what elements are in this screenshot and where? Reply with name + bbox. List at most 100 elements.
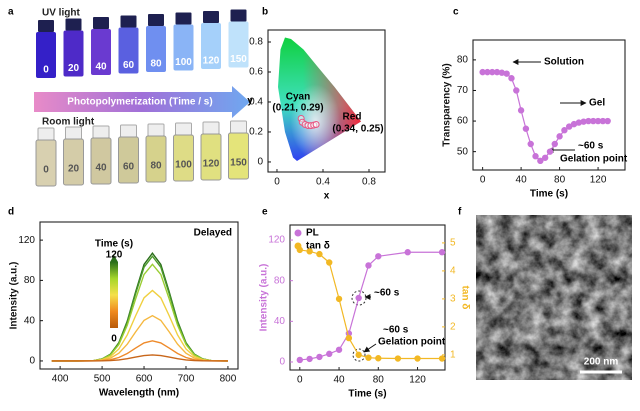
data-point [375, 253, 382, 260]
vial-body [36, 32, 56, 78]
y-tick-label: 0.6 [249, 67, 263, 78]
series-line [51, 354, 228, 362]
y-tick-label: 50 [457, 146, 469, 157]
colorbar [110, 262, 118, 328]
vial-cap [203, 11, 219, 23]
data-point [306, 248, 313, 255]
annotation: (0.34, 0.25) [332, 124, 383, 135]
highlight-circle [352, 348, 366, 362]
vial-label: 100 [175, 57, 192, 68]
annotation: ~60 s [578, 141, 604, 152]
data-point [316, 250, 323, 258]
vial-label: 120 [203, 159, 220, 170]
data-point [551, 140, 558, 148]
data-point [316, 353, 323, 361]
data-point [326, 259, 333, 266]
vial-body [173, 134, 194, 182]
data-point [546, 148, 554, 155]
data-point [522, 125, 530, 132]
x-axis-label: Wavelength (nm) [99, 388, 179, 399]
y-tick-label: 0.8 [249, 37, 263, 48]
panel-label: f [458, 207, 462, 218]
panel-label: a [8, 7, 14, 18]
vial-cap [120, 15, 137, 28]
panel-label: c [453, 7, 459, 18]
vial-label: 120 [203, 56, 220, 67]
room-label: Room light [42, 117, 95, 128]
x-tick-label: 0 [274, 177, 280, 188]
x-tick-label: 120 [590, 175, 607, 186]
vial-cap [93, 17, 109, 29]
y-tick-label: 0.4 [249, 97, 263, 108]
y-tick-label: 80 [24, 275, 36, 286]
x-tick-label: 500 [94, 374, 111, 385]
x-tick-label: 40 [516, 175, 528, 186]
data-point [365, 354, 372, 361]
x-axis-label: Time (s) [348, 389, 386, 400]
data-point [326, 350, 333, 358]
data-point [503, 70, 510, 77]
panel-label: b [262, 7, 268, 18]
vial-label: 60 [123, 60, 135, 71]
y2-tick-label: 3 [450, 294, 456, 305]
data-point [404, 249, 411, 256]
y2-tick-label: 2 [450, 322, 456, 333]
vial-cap [92, 125, 110, 139]
annotation: Gel [589, 98, 605, 109]
x-tick-label: 120 [409, 375, 426, 386]
annotation: Solution [544, 57, 584, 68]
plot-frame [267, 29, 386, 173]
legend-label: PL [306, 228, 319, 239]
vial-body [173, 24, 194, 71]
vial-cap [65, 18, 82, 31]
arrow [363, 343, 377, 353]
x-tick-label: 400 [52, 374, 69, 385]
x-tick-label: 40 [333, 375, 345, 386]
vial-cap [147, 123, 165, 137]
legend-marker [294, 242, 302, 250]
vial-cap [120, 124, 137, 138]
x-tick-label: 800 [220, 374, 237, 385]
annotation: Gelation point [378, 337, 446, 348]
data-point [438, 249, 446, 256]
vial-body [63, 30, 84, 77]
panel-label: e [262, 207, 268, 218]
x-tick-label: 80 [554, 175, 566, 186]
vial-cap [65, 126, 82, 140]
data-point [414, 355, 421, 362]
y-tick-label: 80 [274, 275, 286, 286]
annotation: Cyan [286, 92, 310, 103]
data-point [527, 140, 534, 148]
vial-label: 0 [43, 165, 49, 176]
time-arrow [34, 86, 250, 118]
data-point [355, 294, 362, 302]
data-point [375, 355, 382, 362]
vial-cap [202, 121, 220, 135]
vial-body [118, 136, 139, 184]
colorbar-label: Time (s) [95, 239, 133, 250]
x-tick-label: 80 [373, 375, 385, 386]
vial-label: 150 [230, 54, 247, 65]
annotation: (0.21, 0.29) [272, 103, 323, 114]
data-point [335, 295, 343, 303]
x-tick-label: 700 [178, 374, 195, 385]
vial-label: 80 [150, 161, 162, 172]
y2-tick-label: 5 [450, 238, 456, 249]
data-point [365, 262, 372, 269]
x-tick-label: 0 [297, 375, 303, 386]
vial-label: 40 [95, 62, 107, 73]
data-point [517, 107, 525, 114]
annotation: ~60 s [383, 325, 409, 336]
vial-label: 60 [123, 162, 135, 173]
vial-label: 40 [95, 163, 107, 174]
x-tick-label: 0 [480, 175, 486, 186]
annotation: Gelation point [560, 154, 628, 165]
x-tick-label: 0.8 [362, 177, 376, 188]
y-tick-label: 40 [274, 316, 286, 327]
vial-label: 0 [43, 65, 49, 76]
vial-body [200, 133, 222, 181]
y2-tick-label: 1 [450, 350, 456, 361]
legend-marker [294, 229, 302, 237]
plot-frame [472, 39, 626, 171]
